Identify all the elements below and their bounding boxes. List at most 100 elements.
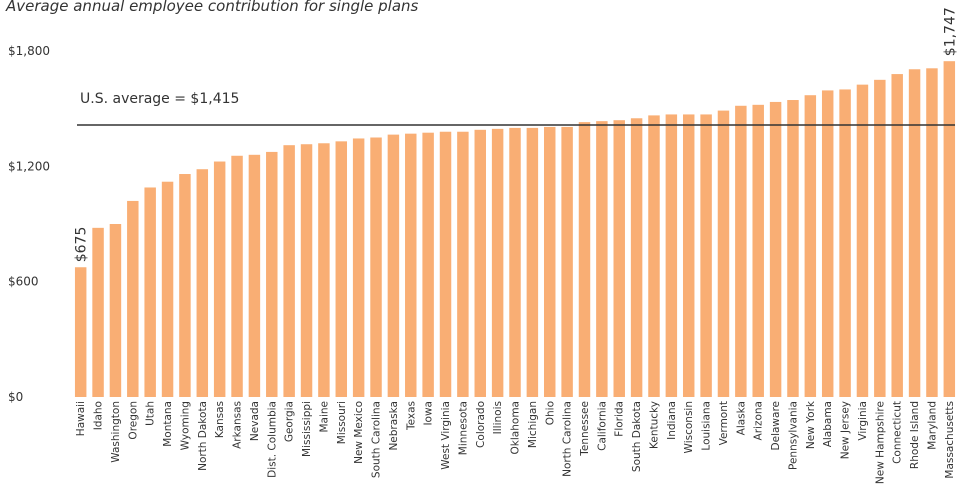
bar	[908, 69, 921, 397]
x-tick-label: Texas	[405, 401, 417, 431]
bar	[544, 126, 556, 398]
x-tick-label: Virginia	[857, 401, 869, 441]
bar	[370, 137, 382, 397]
x-tick-label: Massachusetts	[944, 401, 956, 479]
data-label: $675	[74, 227, 90, 263]
x-tick-label: Dist. Columbia	[266, 401, 278, 478]
bar	[596, 121, 608, 397]
annotations: $675 $1,747	[74, 7, 959, 262]
bar	[161, 181, 174, 397]
bar	[300, 144, 313, 397]
bar	[665, 114, 678, 398]
bar	[856, 84, 869, 397]
x-tick-label: Wisconsin	[683, 401, 695, 453]
x-tick-label: Alabama	[822, 401, 834, 447]
x-tick-label: Wyoming	[179, 401, 191, 450]
chart-title: Average annual employee contribution for…	[5, 0, 419, 15]
bar	[127, 200, 139, 397]
bar	[630, 118, 643, 397]
bar	[352, 138, 365, 397]
x-tick-label: Kansas	[214, 401, 226, 438]
bar	[92, 227, 104, 397]
bar	[213, 161, 226, 397]
bar	[943, 61, 956, 397]
x-tick-label: Connecticut	[892, 401, 904, 464]
x-tick-label: Nevada	[249, 401, 261, 441]
x-tick-label: Colorado	[475, 401, 487, 448]
x-tick-label: Maine	[318, 401, 330, 433]
x-tick-label: Rhode Island	[909, 401, 921, 469]
x-tick-label: Washington	[110, 401, 122, 463]
bar	[283, 145, 295, 397]
x-tick-label: Iowa	[423, 401, 435, 426]
x-tick-label: Oregon	[127, 401, 139, 440]
x-tick-label: Maryland	[926, 401, 938, 450]
y-axis: $0 $600 $1,200 $1,800	[8, 44, 50, 404]
bar	[179, 174, 191, 397]
bar	[422, 132, 434, 397]
y-tick-label: $0	[8, 390, 23, 404]
x-tick-label: West Virginia	[440, 401, 452, 470]
bar	[439, 131, 452, 398]
x-tick-label: New Jersey	[840, 401, 852, 459]
bar	[613, 120, 625, 397]
x-tick-label: New Hampshire	[874, 401, 886, 484]
bar	[457, 131, 469, 398]
bar	[700, 114, 712, 398]
y-tick-label: $600	[8, 275, 39, 289]
bar	[735, 105, 747, 397]
x-tick-label: Illinois	[492, 401, 504, 434]
x-tick-label: Kentucky	[648, 401, 660, 449]
bar	[109, 224, 122, 397]
x-tick-label: California	[596, 401, 608, 451]
bar	[231, 155, 243, 397]
x-tick-label: Missouri	[336, 401, 348, 444]
bar	[874, 79, 886, 397]
bar	[891, 74, 903, 397]
x-tick-label: Alaska	[735, 401, 747, 435]
bars	[74, 61, 956, 398]
x-tick-label: Mississippi	[301, 401, 313, 457]
x-tick-label: Idaho	[93, 401, 105, 430]
bar	[578, 122, 591, 398]
x-tick-label: Arkansas	[232, 401, 244, 449]
x-tick-label: Michigan	[527, 401, 539, 448]
x-tick-label: Pennsylvania	[787, 401, 799, 470]
bar	[248, 154, 261, 397]
x-axis: Hawaii Idaho Washington Oregon Utah Montana Wy…	[75, 400, 956, 484]
bar	[839, 89, 851, 397]
bar	[752, 104, 764, 397]
bar	[804, 95, 817, 398]
bar	[74, 267, 87, 397]
x-tick-label: Delaware	[770, 401, 782, 450]
x-tick-label: Tennessee	[579, 401, 591, 457]
y-tick-label: $1,200	[8, 159, 50, 173]
bar	[474, 129, 486, 397]
x-tick-label: New Mexico	[353, 401, 365, 464]
x-tick-label: North Dakota	[197, 401, 209, 471]
x-tick-label: Indiana	[666, 401, 678, 440]
bar	[769, 101, 782, 397]
x-tick-label: Nebraska	[388, 401, 400, 451]
x-tick-label: Arizona	[753, 401, 765, 440]
bar	[318, 143, 330, 397]
bar	[926, 68, 938, 398]
x-tick-label: Louisiana	[701, 401, 713, 451]
reference-line-group: U.S. average = $1,415	[77, 91, 955, 126]
bar	[787, 100, 799, 398]
bar	[821, 90, 834, 397]
x-tick-label: South Carolina	[371, 401, 383, 478]
x-tick-label: Minnesota	[457, 401, 469, 455]
bar	[526, 127, 539, 397]
x-tick-label: Utah	[145, 401, 157, 426]
bar	[561, 126, 573, 398]
x-tick-label: Ohio	[544, 401, 556, 425]
bar	[491, 128, 504, 397]
x-tick-label: Florida	[614, 401, 626, 437]
bar	[682, 114, 695, 398]
x-tick-label: Georgia	[284, 401, 296, 442]
bar	[509, 127, 521, 397]
bar	[648, 115, 660, 397]
bar	[717, 110, 730, 397]
